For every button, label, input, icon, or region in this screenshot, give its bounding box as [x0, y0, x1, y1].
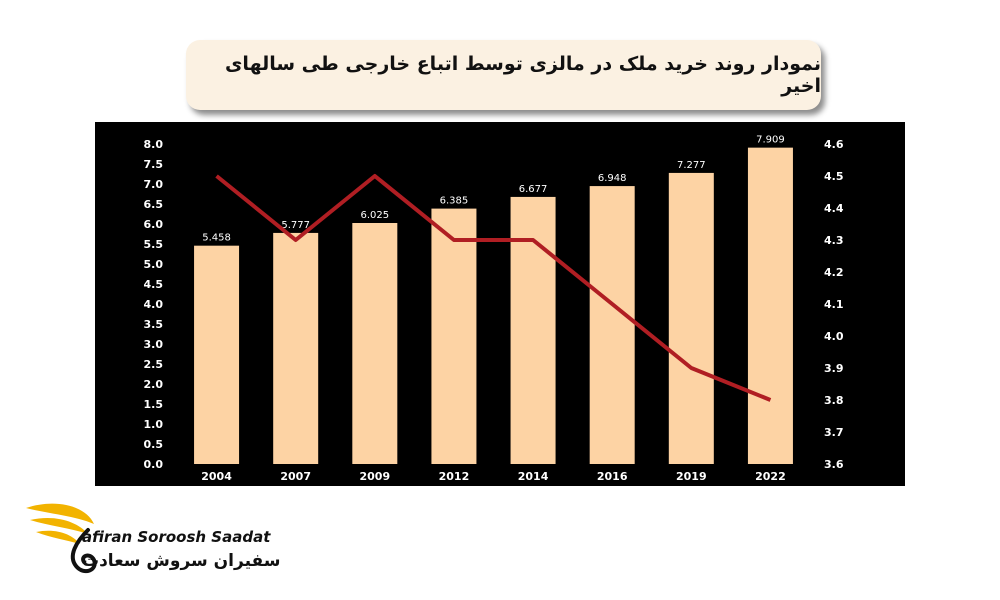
x-tick-label: 2016	[597, 470, 628, 483]
bar-value-label: 6.677	[519, 184, 548, 195]
y-left-tick-label: 1.5	[144, 398, 164, 411]
y-left-tick-label: 1.0	[144, 418, 164, 431]
y-left-tick-label: 8.0	[144, 138, 164, 151]
y-right-tick-label: 4.1	[824, 298, 844, 311]
x-tick-label: 2007	[280, 470, 311, 483]
y-right-tick-label: 4.2	[824, 266, 844, 279]
bar-value-label: 7.909	[756, 135, 785, 146]
bar-value-label: 6.385	[440, 196, 469, 207]
x-tick-label: 2009	[360, 470, 391, 483]
y-left-tick-label: 7.0	[144, 178, 164, 191]
y-left-tick-label: 0.0	[144, 458, 164, 471]
y-left-tick-label: 2.0	[144, 378, 164, 391]
chart-title-box: نمودار روند خرید ملک در مالزی توسط اتباع…	[186, 40, 821, 110]
y-right-tick-label: 4.0	[824, 330, 844, 343]
y-right-tick-label: 4.4	[824, 202, 844, 215]
bar	[431, 208, 477, 464]
chart-title: نمودار روند خرید ملک در مالزی توسط اتباع…	[225, 53, 821, 97]
y-left-tick-label: 4.5	[144, 278, 164, 291]
x-tick-label: 2012	[439, 470, 470, 483]
bar-value-label: 6.025	[360, 210, 389, 221]
brand-logo-emblem	[26, 503, 97, 574]
bar	[352, 223, 398, 464]
series-line	[215, 174, 772, 402]
y-right-tick-label: 3.8	[824, 394, 844, 407]
y-left-tick-label: 2.5	[144, 358, 164, 371]
x-tick-label: 2014	[518, 470, 549, 483]
bar-value-label: 5.777	[281, 220, 310, 231]
y-right-tick-label: 4.5	[824, 170, 844, 183]
y-left-tick-label: 6.5	[144, 198, 164, 211]
bar	[273, 232, 319, 464]
brand-name-en: afiran Soroosh Saadat	[82, 528, 271, 546]
chart-svg: 0.0 0.5 1.0 1.5 2.0 2.5 3.0 3.5 4.0 4.5 5.0 5.5 6.0 6…	[144, 135, 844, 483]
bar	[747, 147, 793, 464]
y-left-tick-label: 0.5	[144, 438, 164, 451]
y-right-tick-label: 3.7	[824, 426, 844, 439]
bar	[510, 196, 556, 465]
y-left-tick-label: 5.0	[144, 258, 164, 271]
y-right-tick-label: 4.6	[824, 138, 844, 151]
y-left-tick-label: 7.5	[144, 158, 164, 171]
chart-area: 0.0 0.5 1.0 1.5 2.0 2.5 3.0 3.5 4.0 4.5 5.0 5.5 6.0 6…	[95, 122, 905, 486]
x-tick-label: 2022	[755, 470, 786, 483]
y-left-tick-label: 6.0	[144, 218, 164, 231]
bar-value-label: 5.458	[202, 233, 231, 244]
y-left-tick-label: 3.5	[144, 318, 164, 331]
bar-value-label: 7.277	[677, 160, 706, 171]
y-right-tick-label: 4.3	[824, 234, 844, 247]
bar-value-label: 6.948	[598, 173, 627, 184]
y-left-tick-label: 3.0	[144, 338, 164, 351]
y-right-tick-label: 3.9	[824, 362, 844, 375]
y-right-tick-label: 3.6	[824, 458, 844, 471]
bar	[194, 245, 240, 464]
y-left-tick-label: 5.5	[144, 238, 164, 251]
brand-name-fa: سفیران سروش سعادت	[82, 551, 281, 571]
bar	[668, 172, 714, 465]
bar	[589, 186, 635, 464]
y-left-tick-label: 4.0	[144, 298, 164, 311]
x-tick-label: 2019	[676, 470, 707, 483]
x-tick-label: 2004	[201, 470, 232, 483]
